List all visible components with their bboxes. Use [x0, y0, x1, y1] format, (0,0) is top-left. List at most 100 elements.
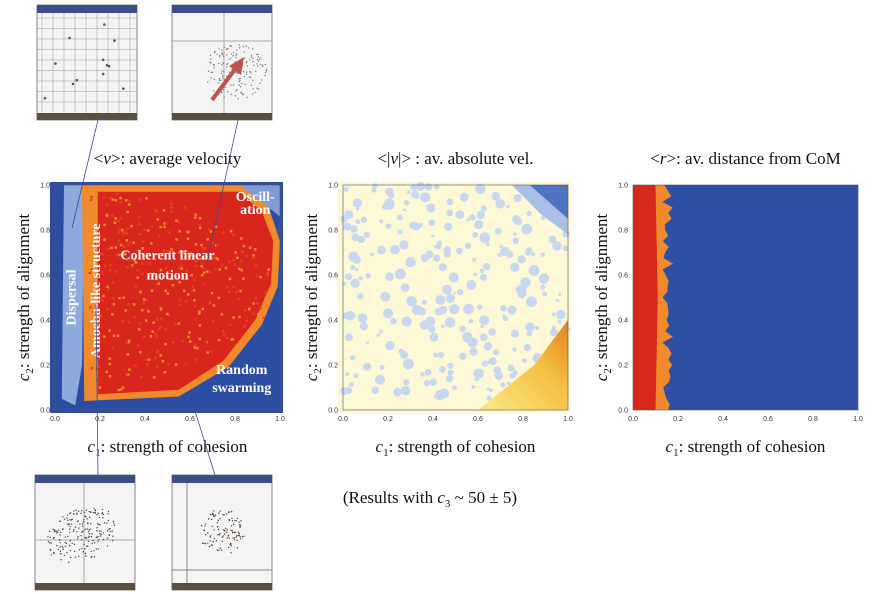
agent — [103, 514, 104, 515]
noise — [175, 238, 178, 241]
noise — [345, 387, 352, 394]
agent — [228, 59, 229, 60]
noise — [385, 188, 393, 196]
noise — [489, 388, 493, 392]
noise — [450, 376, 454, 380]
agent — [220, 510, 221, 511]
agent — [100, 531, 101, 532]
noise — [194, 318, 197, 321]
agent — [78, 511, 79, 512]
noise — [142, 240, 145, 243]
agent — [103, 23, 106, 26]
agent — [51, 554, 52, 555]
noise — [248, 308, 251, 311]
noise — [165, 328, 168, 331]
agent — [233, 55, 234, 56]
noise — [379, 219, 383, 223]
noise — [170, 210, 173, 213]
agent — [217, 549, 218, 550]
noise — [266, 274, 269, 277]
agent — [235, 54, 236, 55]
title-part: >: average velocity — [111, 149, 242, 168]
noise — [449, 273, 459, 283]
agent — [226, 54, 227, 55]
noise — [150, 335, 153, 338]
agent — [70, 557, 71, 558]
agent — [81, 548, 82, 549]
noise — [435, 308, 443, 316]
agent — [228, 547, 229, 548]
noise — [159, 326, 162, 329]
noise — [136, 269, 139, 272]
noise — [112, 297, 115, 300]
agent — [251, 54, 252, 55]
region-label-line: Coherent linear — [120, 248, 214, 263]
noise — [193, 299, 196, 302]
noise — [162, 360, 165, 363]
agent — [84, 512, 85, 513]
noise — [252, 256, 255, 259]
noise — [233, 263, 236, 266]
noise — [208, 302, 211, 305]
agent — [219, 534, 220, 535]
agent — [264, 75, 265, 76]
noise — [476, 211, 484, 219]
y-tick-label: 0.2 — [618, 363, 628, 370]
agent — [95, 509, 96, 510]
agent — [225, 87, 226, 88]
noise — [188, 331, 191, 334]
agent — [223, 71, 224, 72]
noise — [202, 308, 205, 311]
agent — [58, 549, 59, 550]
agent — [89, 529, 90, 530]
noise — [479, 232, 490, 243]
noise — [563, 245, 569, 251]
noise — [113, 303, 116, 306]
noise — [130, 225, 133, 228]
noise — [265, 297, 268, 300]
noise — [232, 234, 235, 237]
agent — [240, 525, 241, 526]
noise — [158, 328, 161, 331]
agent — [237, 518, 238, 519]
noise — [190, 274, 193, 277]
noise — [439, 388, 449, 398]
agent — [60, 559, 61, 560]
noise — [187, 293, 190, 296]
agent — [71, 523, 72, 524]
noise — [252, 254, 255, 257]
agent — [84, 515, 85, 516]
agent — [242, 93, 243, 94]
agent — [93, 512, 94, 513]
noise — [456, 247, 463, 254]
agent — [76, 531, 77, 532]
noise — [109, 264, 112, 267]
agent — [103, 532, 104, 533]
agent — [238, 535, 239, 536]
agent — [221, 92, 222, 93]
agent — [68, 562, 69, 563]
noise — [472, 258, 476, 262]
agent — [99, 533, 100, 534]
noise — [558, 293, 561, 296]
noise — [195, 243, 198, 246]
noise — [240, 260, 243, 263]
noise — [138, 216, 141, 219]
noise — [133, 303, 136, 306]
y-tick-label: 0.4 — [328, 318, 338, 325]
noise — [255, 297, 258, 300]
agent — [73, 529, 74, 530]
noise — [428, 219, 435, 226]
noise — [146, 364, 149, 367]
noise — [154, 209, 157, 212]
agent — [60, 546, 61, 547]
agent — [246, 61, 247, 62]
y-tick-label: 0.6 — [618, 273, 628, 280]
agent — [224, 533, 225, 534]
agent — [208, 71, 209, 72]
agent — [219, 548, 220, 549]
noise — [424, 380, 430, 386]
agent — [103, 539, 104, 540]
noise — [402, 316, 412, 326]
noise — [135, 364, 138, 367]
